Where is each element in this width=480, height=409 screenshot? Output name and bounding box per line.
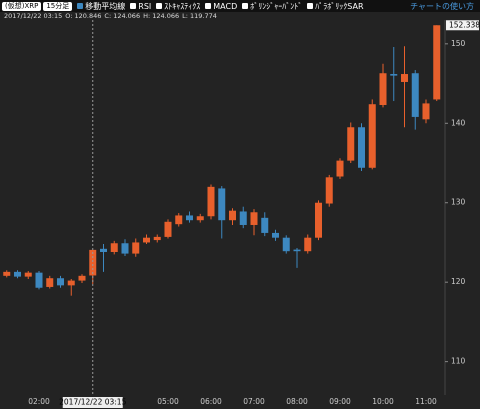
- candle-body: [336, 160, 344, 177]
- x-tick-label: 08:00: [286, 397, 308, 406]
- x-tick-label: 06:00: [200, 397, 222, 406]
- y-tick-label: 110: [451, 357, 466, 366]
- indicator-list: 移動平均線 RSI ｽﾄｷｬｽﾃｨｸｽ MACD ﾎﾞﾘﾝｼﾞｬｰﾊﾞﾝﾄﾞ ﾊﾟﾗﾎﾞﾘ…: [72, 1, 364, 12]
- indicator-label: ﾎﾞﾘﾝｼﾞｬｰﾊﾞﾝﾄﾞ: [250, 1, 303, 11]
- indicator[interactable]: ﾎﾞﾘﾝｼﾞｬｰﾊﾞﾝﾄﾞ: [242, 1, 302, 12]
- candle-body: [153, 236, 161, 241]
- x-tick-label: 07:00: [243, 397, 265, 406]
- info-field: 2017/12/22 03:15: [4, 12, 63, 20]
- candle-body: [433, 25, 441, 100]
- help-link[interactable]: チャートの使い方: [410, 1, 474, 11]
- candle-body: [35, 272, 43, 288]
- candle-body: [239, 211, 247, 225]
- candle-body: [325, 177, 333, 204]
- checkbox[interactable]: [205, 3, 212, 9]
- checkbox[interactable]: [156, 3, 163, 9]
- candle-body: [368, 104, 376, 168]
- candle-body: [272, 232, 279, 238]
- candle-body: [100, 248, 107, 252]
- candle-body: [390, 74, 398, 76]
- y-tick-label: 150: [451, 39, 466, 48]
- crosshair-label: 2017/12/22 03:15: [59, 398, 126, 407]
- candle-body: [304, 237, 312, 252]
- candle-body: [250, 212, 258, 225]
- candle-body: [422, 103, 430, 120]
- candle-body: [358, 127, 365, 168]
- x-tick-label: 10:00: [372, 397, 394, 406]
- info-field: C: 124.066: [104, 12, 141, 20]
- candle-body: [261, 217, 269, 233]
- candle-body: [132, 242, 140, 254]
- info-line: 2017/12/22 03:15 O: 120.846 C: 124.066 H: 1…: [4, 12, 220, 20]
- y-tick-label: 130: [451, 198, 466, 207]
- candle-body: [89, 249, 97, 276]
- candle-body: [24, 272, 32, 277]
- checkbox[interactable]: [130, 3, 137, 9]
- indicator[interactable]: ｽﾄｷｬｽﾃｨｸｽ: [156, 1, 200, 12]
- candle-body: [3, 271, 11, 276]
- indicator-label: RSI: [138, 1, 152, 11]
- indicator-label: 移動平均線: [85, 1, 126, 11]
- indicator-label: ﾊﾟﾗﾎﾞﾘｯｸSAR: [315, 1, 364, 11]
- candle-body: [282, 237, 290, 252]
- interval-select[interactable]: 15分足: [43, 1, 73, 11]
- candle-body: [67, 280, 75, 286]
- candle-body: [164, 221, 172, 237]
- toolbar: (仮想)XRP 15分足 移動平均線 RSI ｽﾄｷｬｽﾃｨｸｽ MACD ﾎﾞﾘﾝｼﾞ…: [0, 0, 480, 12]
- candle-body: [46, 278, 54, 287]
- info-field: L: 119.774: [182, 12, 217, 20]
- candle-body: [110, 243, 118, 252]
- checkbox[interactable]: [77, 3, 84, 9]
- symbol-select[interactable]: (仮想)XRP: [2, 1, 42, 11]
- candle-body: [143, 237, 150, 243]
- candle-body: [379, 73, 387, 106]
- candle-body: [401, 74, 408, 82]
- x-tick-label: 09:00: [329, 397, 351, 406]
- indicator[interactable]: RSI: [130, 1, 151, 12]
- last-price-bg: [446, 20, 479, 31]
- candle-body: [207, 186, 215, 217]
- x-tick-label: 11:00: [415, 397, 437, 406]
- candle-body: [347, 127, 355, 161]
- indicator[interactable]: 移動平均線: [77, 1, 125, 12]
- candle-body: [293, 249, 301, 252]
- candle-body: [218, 188, 226, 221]
- candle-body: [196, 216, 204, 221]
- candle-body: [186, 215, 193, 221]
- indicator-label: ｽﾄｷｬｽﾃｨｸｽ: [164, 1, 201, 11]
- candle-body: [175, 215, 183, 225]
- candle-body: [315, 202, 322, 238]
- candle-body: [57, 278, 64, 286]
- x-tick-label: 02:00: [28, 397, 50, 406]
- x-tick-label: 05:00: [157, 397, 179, 406]
- last-price-label: 152.338: [449, 20, 480, 29]
- info-field: O: 120.846: [65, 12, 102, 20]
- y-tick-label: 140: [451, 118, 466, 127]
- candle-body: [78, 275, 86, 281]
- candle-body: [14, 271, 21, 277]
- indicator[interactable]: MACD: [205, 1, 237, 12]
- crosshair-label-bg: [62, 397, 123, 408]
- candle-body: [121, 243, 129, 254]
- indicator[interactable]: ﾊﾟﾗﾎﾞﾘｯｸSAR: [307, 1, 364, 12]
- candle-body: [229, 210, 236, 221]
- info-field: H: 124.066: [143, 12, 180, 20]
- checkbox[interactable]: [242, 3, 249, 9]
- candle-body: [411, 73, 419, 117]
- checkbox[interactable]: [307, 3, 314, 9]
- indicator-label: MACD: [213, 1, 238, 11]
- y-tick-label: 120: [451, 277, 466, 286]
